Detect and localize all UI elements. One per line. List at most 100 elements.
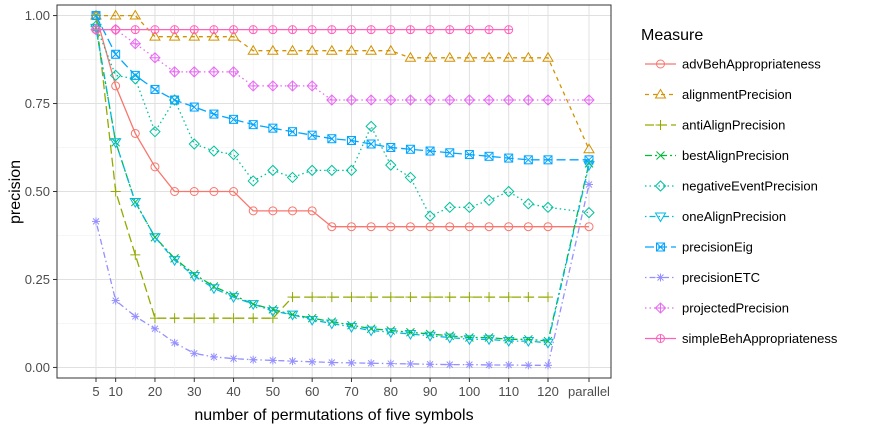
point-marker-shape xyxy=(129,198,142,209)
series-precisionETC xyxy=(92,180,593,370)
data-point xyxy=(502,185,515,198)
point-marker-shape xyxy=(189,187,199,196)
legend-label: projectedPrecision xyxy=(682,301,789,316)
point-marker-shape xyxy=(505,361,513,369)
data-point xyxy=(327,134,337,144)
data-point xyxy=(384,328,397,339)
data-point xyxy=(188,271,201,282)
x-tick-label: parallel xyxy=(568,384,610,399)
data-point xyxy=(523,222,533,232)
x-axis-title: number of permutations of five symbols xyxy=(194,407,473,424)
legend-entry: advBehAppropriateness xyxy=(645,57,821,72)
data-point xyxy=(404,94,417,106)
legend-marker xyxy=(655,120,666,130)
point-marker-shape xyxy=(542,51,554,62)
legend-entry: antiAlignPrecision xyxy=(645,118,785,133)
data-point xyxy=(288,25,298,35)
data-point xyxy=(267,313,278,324)
point-marker-shape xyxy=(485,361,493,369)
data-point xyxy=(91,25,101,35)
data-point xyxy=(229,187,239,196)
data-point xyxy=(286,44,299,55)
point-marker-shape xyxy=(524,361,532,369)
point-marker-shape xyxy=(227,30,240,41)
point-marker-shape xyxy=(405,222,415,232)
data-point xyxy=(365,44,378,55)
point-marker-shape xyxy=(542,338,554,349)
data-point xyxy=(585,180,593,189)
point-marker-shape xyxy=(288,206,298,216)
point-marker-shape xyxy=(188,138,200,150)
data-point xyxy=(346,135,356,145)
point-marker-shape xyxy=(189,102,199,112)
point-marker-shape xyxy=(445,148,455,158)
data-point xyxy=(485,360,494,369)
legend-label: bestAlignPrecision xyxy=(682,148,789,163)
legend-entry: negativeEventPrecision xyxy=(645,179,818,194)
data-point xyxy=(209,187,219,196)
data-point xyxy=(346,25,356,35)
x-tick-label: 40 xyxy=(226,384,240,399)
point-marker-shape xyxy=(286,310,299,321)
data-point xyxy=(229,25,239,35)
data-point xyxy=(463,51,476,62)
legend-label: precisionETC xyxy=(682,270,760,285)
point-marker-shape xyxy=(543,155,553,165)
point-marker-shape xyxy=(444,201,456,214)
point-marker-shape xyxy=(289,357,296,365)
point-marker-shape xyxy=(654,180,667,192)
point-marker-shape xyxy=(307,130,317,140)
data-point xyxy=(367,359,376,368)
data-point xyxy=(465,360,474,369)
point-marker-shape xyxy=(502,337,515,348)
point-marker-shape xyxy=(210,353,218,361)
point-marker-shape xyxy=(109,9,122,20)
point-marker-shape xyxy=(445,222,455,232)
data-point xyxy=(91,11,101,21)
x-tick-label: 70 xyxy=(344,384,358,399)
grid xyxy=(57,5,611,378)
data-point xyxy=(227,148,240,161)
data-point xyxy=(504,222,514,232)
data-point xyxy=(424,331,436,342)
point-marker-shape xyxy=(424,331,436,342)
data-point xyxy=(425,222,435,232)
point-marker-shape xyxy=(583,161,595,172)
point-marker-shape xyxy=(286,171,299,184)
point-marker-shape xyxy=(308,358,316,366)
point-marker-shape xyxy=(268,206,278,216)
point-marker-shape xyxy=(248,120,258,129)
point-marker-shape xyxy=(404,330,417,341)
point-marker-shape xyxy=(656,151,665,160)
legend-marker xyxy=(654,180,667,192)
data-point xyxy=(386,222,396,232)
point-marker-shape xyxy=(131,313,139,320)
point-marker-shape xyxy=(656,242,665,252)
data-point xyxy=(584,222,594,232)
data-point xyxy=(464,222,474,232)
data-point xyxy=(366,222,376,232)
series-line xyxy=(95,27,590,344)
series-precisionEig xyxy=(91,11,594,165)
point-marker-shape xyxy=(266,307,279,318)
point-marker-shape xyxy=(443,333,456,344)
data-point xyxy=(325,44,338,55)
point-marker-shape xyxy=(405,144,415,154)
point-marker-shape xyxy=(424,51,436,62)
point-marker-shape xyxy=(463,201,476,214)
point-marker-shape xyxy=(406,144,415,154)
data-point xyxy=(306,80,318,92)
data-point xyxy=(170,187,180,196)
point-marker-shape xyxy=(247,175,259,187)
point-marker-shape xyxy=(327,134,337,144)
data-point xyxy=(288,310,297,320)
legend-marker xyxy=(656,242,665,252)
data-point xyxy=(189,187,199,196)
point-marker-shape xyxy=(387,360,395,367)
data-point xyxy=(583,206,595,219)
point-marker-shape xyxy=(327,222,337,232)
data-point xyxy=(150,162,160,172)
data-point xyxy=(306,315,319,326)
data-point xyxy=(365,326,378,337)
point-marker-shape xyxy=(248,206,258,216)
